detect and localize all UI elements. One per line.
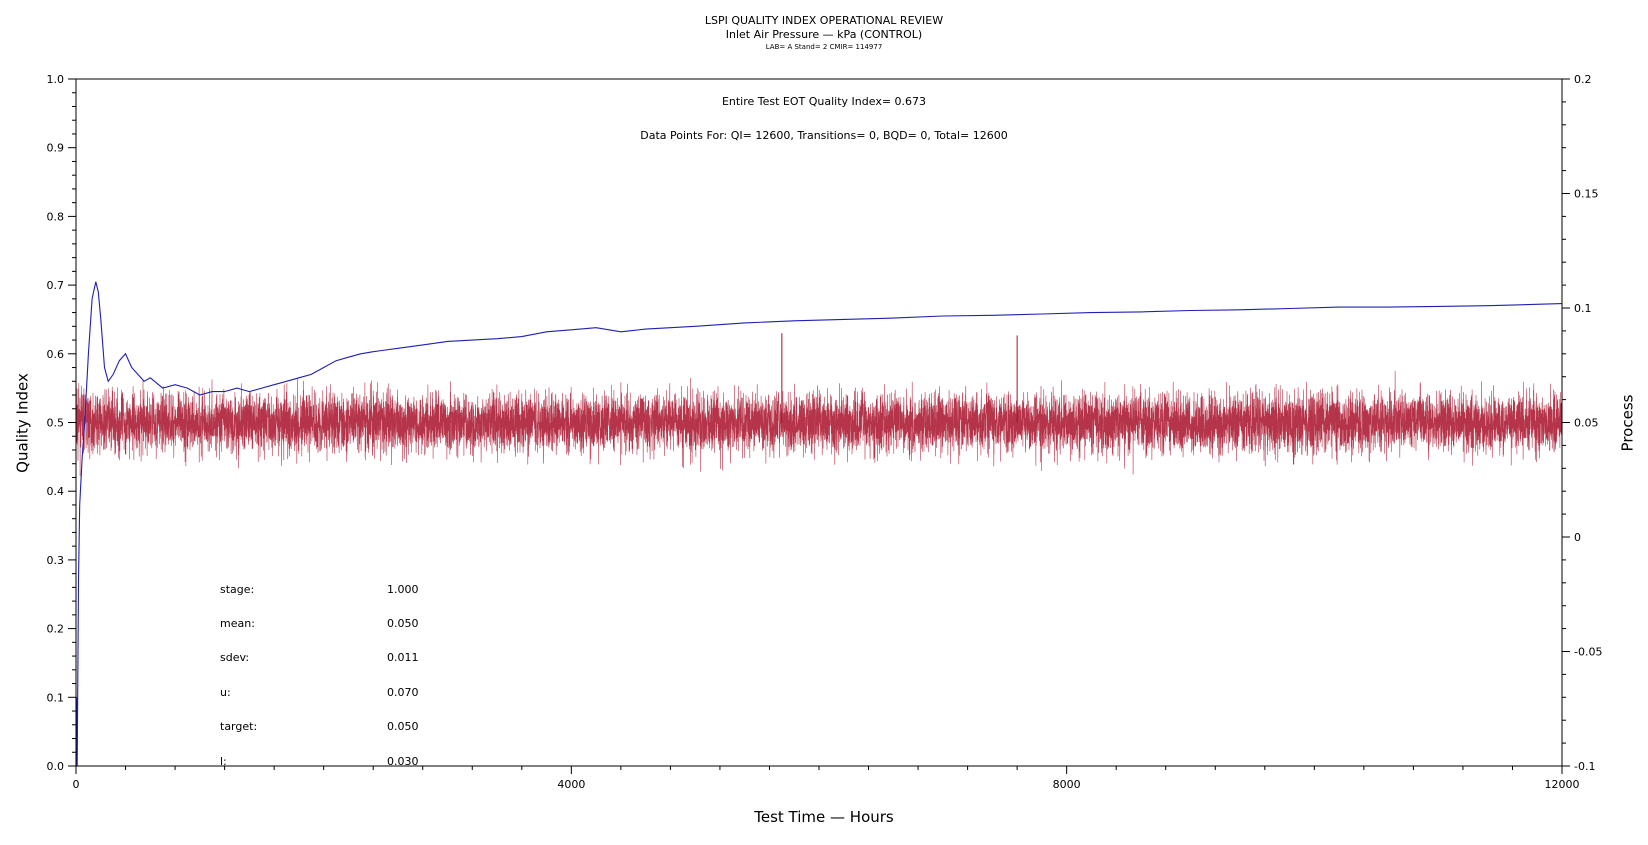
data-points-summary: Data Points For: QI= 12600, Transitions=… [640, 129, 1008, 142]
y2-tick-label: 0.2 [1574, 73, 1592, 86]
stat-value-sdev: 0.011 [387, 651, 419, 664]
axes: 0 4000 8000 12000 0.0 0.1 0.2 0.3 0.4 0.5 0.6 0.7 0.… [47, 73, 1603, 791]
stat-value-mean: 0.050 [387, 617, 419, 630]
x-tick-label: 0 [73, 778, 80, 791]
stat-value-u: 0.070 [387, 686, 419, 699]
y-tick-label: 0.6 [47, 348, 65, 361]
stat-value-target: 0.050 [387, 720, 419, 733]
process-series [75, 333, 1563, 476]
x-axis-title: Test Time — Hours [754, 808, 894, 826]
y2-tick-label: 0 [1574, 531, 1581, 544]
y2-tick-label: -0.1 [1574, 760, 1595, 773]
y-tick-label: 0.8 [47, 210, 65, 223]
stat-label-target: target: [220, 720, 258, 733]
y2-tick-label: 0.1 [1574, 302, 1592, 315]
stat-value-l: 0.030 [387, 755, 419, 768]
y-tick-label: 0.4 [47, 485, 65, 498]
y-tick-label: 0.9 [47, 142, 65, 155]
chart-meta: LAB= A Stand= 2 CMIR= 114977 [765, 43, 883, 51]
y2-tick-label: 0.15 [1574, 188, 1599, 201]
chart-subtitle: Inlet Air Pressure — kPa (CONTROL) [725, 28, 923, 41]
stat-value-stage: 1.000 [387, 583, 419, 596]
stat-label-sdev: sdev: [220, 651, 250, 664]
y-tick-label: 0.0 [47, 760, 65, 773]
stat-label-u: u: [220, 686, 231, 699]
y-axis-title: Quality Index [13, 373, 32, 473]
x-tick-label: 4000 [557, 778, 585, 791]
y-tick-label: 0.2 [47, 623, 65, 636]
quality-index-line [75, 281, 1563, 767]
eot-quality-index-summary: Entire Test EOT Quality Index= 0.673 [721, 95, 927, 108]
process-trace [75, 370, 1563, 476]
y2-tick-label: 0.05 [1574, 417, 1599, 430]
y2-tick-label: -0.05 [1574, 646, 1602, 659]
y-tick-label: 0.1 [47, 691, 65, 704]
stat-label-stage: stage: [220, 583, 255, 596]
chart-title: LSPI QUALITY INDEX OPERATIONAL REVIEW [704, 14, 944, 27]
y-tick-label: 0.5 [47, 417, 65, 430]
y2-axis-title: Process [1618, 394, 1637, 452]
x-tick-label: 8000 [1053, 778, 1081, 791]
quality-index-series [75, 281, 1563, 767]
stat-label-l: l: [220, 755, 227, 768]
x-tick-label: 12000 [1545, 778, 1580, 791]
y-tick-label: 1.0 [47, 73, 65, 86]
y-tick-label: 0.7 [47, 279, 65, 292]
stat-label-mean: mean: [220, 617, 255, 630]
y-tick-label: 0.3 [47, 554, 65, 567]
